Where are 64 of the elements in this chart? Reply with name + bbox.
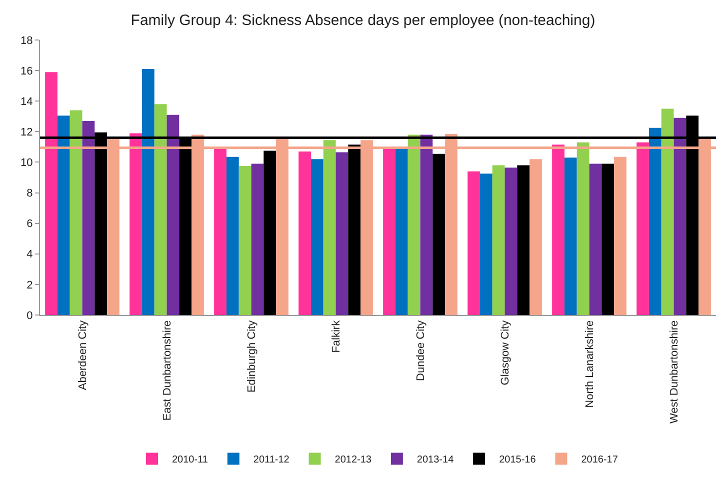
bar (70, 110, 82, 315)
bar (238, 166, 252, 315)
x-tick-label: East Dunbartonshire (161, 320, 174, 421)
bar (432, 154, 446, 315)
bar (589, 164, 602, 315)
bar (383, 148, 396, 315)
y-tick-label: 10 (20, 157, 33, 170)
bar (576, 142, 590, 315)
legend-label: 2015-16 (499, 454, 536, 466)
x-tick-label: Aberdeen City (76, 320, 89, 390)
bar (82, 120, 95, 315)
bar (142, 69, 154, 315)
bar (298, 152, 311, 315)
y-tick-label: 18 (20, 34, 33, 47)
bar (552, 144, 564, 315)
bar (602, 164, 614, 315)
y-tick-label: 4 (26, 248, 33, 261)
legend-label: 2016-17 (581, 454, 618, 466)
bar (468, 171, 480, 315)
legend-label: 2010-11 (172, 454, 208, 466)
bar (45, 72, 58, 315)
bar (614, 156, 626, 315)
bar (214, 148, 226, 315)
bar (648, 128, 662, 315)
bar (661, 108, 674, 315)
y-tick-label: 14 (20, 96, 33, 108)
bar (57, 116, 70, 315)
y-tick-label: 6 (26, 218, 33, 230)
x-tick-label: Falkirk (330, 320, 342, 353)
legend-label: 2013-14 (416, 454, 454, 466)
bar (310, 159, 324, 315)
bar (480, 174, 492, 315)
bar (504, 168, 518, 315)
bar (395, 148, 408, 315)
bar (264, 150, 276, 315)
bar (564, 158, 577, 315)
bar (154, 104, 167, 315)
bar (420, 134, 433, 315)
bar (348, 144, 361, 315)
bar (336, 152, 348, 315)
bar (492, 165, 505, 315)
bar (530, 159, 542, 315)
bar (408, 134, 420, 315)
legend-label: 2011-12 (253, 454, 290, 466)
x-tick-label: Dundee City (414, 320, 427, 381)
bar (674, 118, 686, 315)
x-tick-label: Edinburgh City (246, 320, 258, 393)
y-tick-label: 2 (26, 279, 33, 292)
chart-title: Family Group 4: Sickness Absence days per employee (non-teaching) (130, 12, 596, 29)
y-tick-label: 16 (20, 65, 33, 78)
bar (251, 164, 264, 315)
legend-label: 2012-13 (334, 454, 372, 466)
x-tick-label: Glasgow City (499, 320, 512, 386)
y-tick-label: 0 (26, 310, 33, 322)
x-tick-label: North Lanarkshire (584, 320, 596, 408)
y-tick-label: 12 (20, 126, 33, 139)
bar (636, 142, 649, 315)
bar (226, 156, 239, 315)
bar (517, 165, 530, 315)
bar (166, 114, 180, 315)
y-tick-label: 8 (26, 188, 33, 200)
x-tick-label: West Dunbartonshire (668, 320, 680, 424)
bar (323, 140, 336, 315)
bar (130, 133, 142, 315)
